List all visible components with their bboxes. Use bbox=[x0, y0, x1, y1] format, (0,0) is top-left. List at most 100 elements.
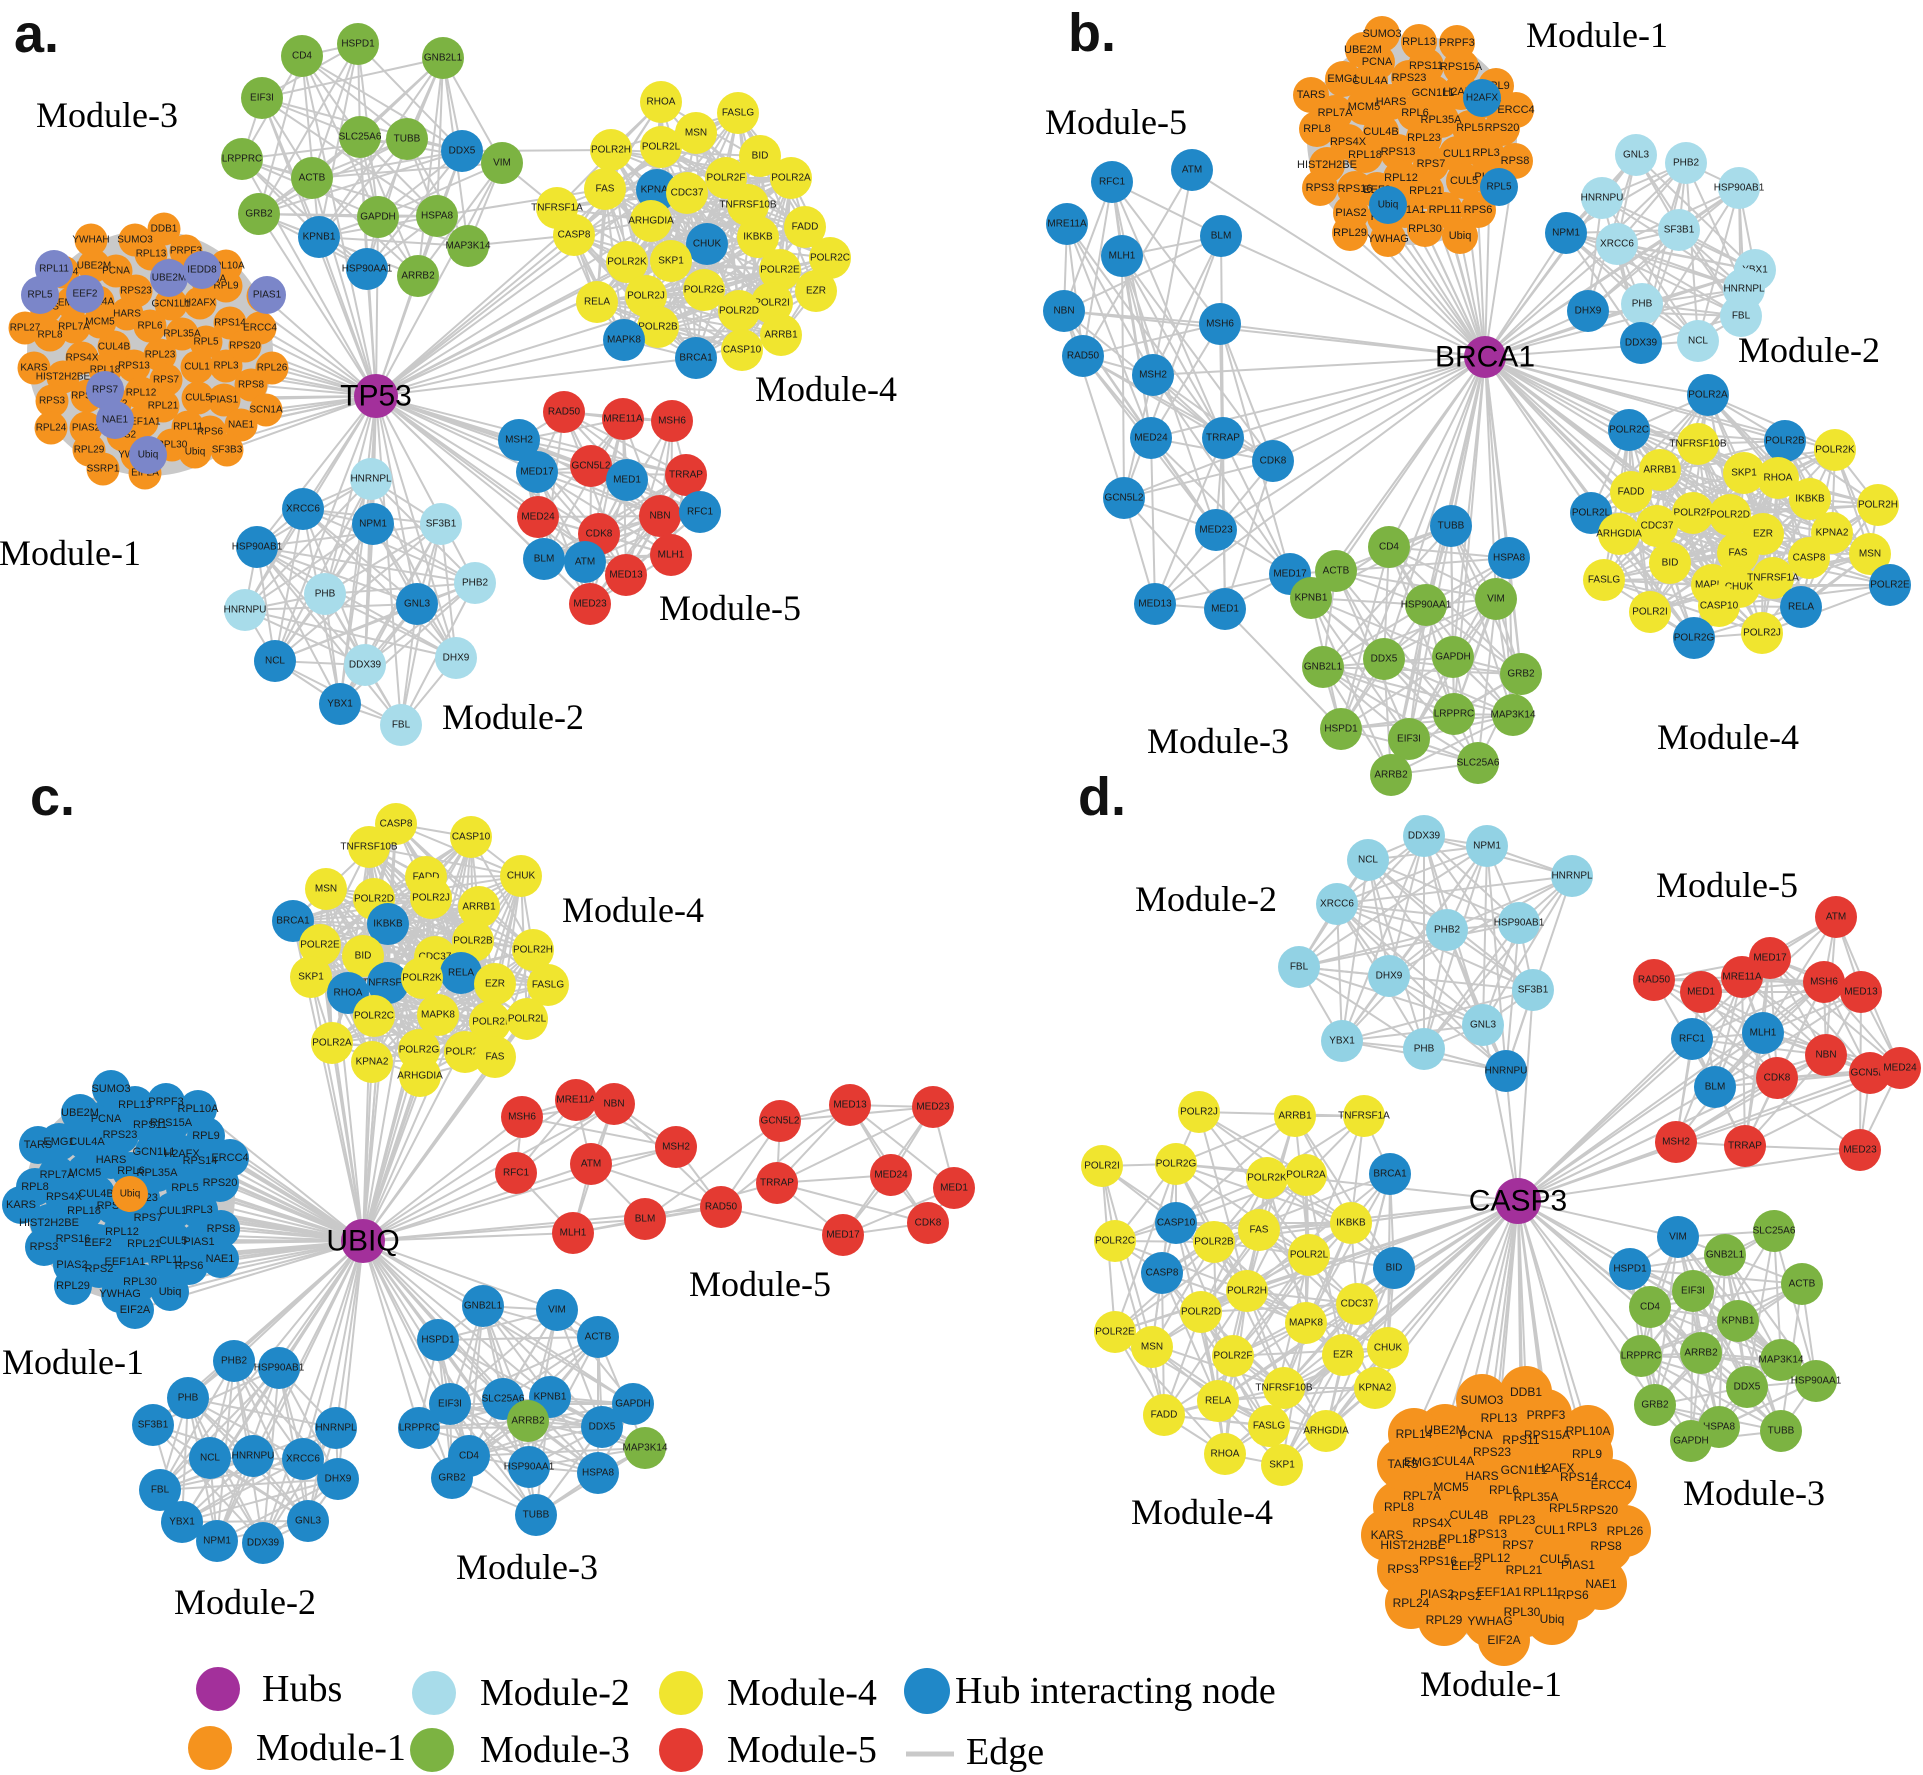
svg-text:ATM: ATM bbox=[1182, 165, 1202, 176]
svg-text:RPL23: RPL23 bbox=[1499, 1513, 1536, 1527]
svg-text:YWHAG: YWHAG bbox=[99, 1288, 141, 1300]
svg-text:TP53: TP53 bbox=[340, 380, 412, 413]
svg-text:POLR2L: POLR2L bbox=[508, 1014, 547, 1025]
svg-text:HNRNPL: HNRNPL bbox=[350, 474, 392, 485]
svg-text:RPS16: RPS16 bbox=[56, 1233, 91, 1245]
svg-text:Module-4: Module-4 bbox=[1657, 717, 1799, 757]
svg-text:BID: BID bbox=[355, 951, 372, 962]
svg-text:POLR2B: POLR2B bbox=[1194, 1237, 1234, 1248]
svg-text:TNFRSF1A: TNFRSF1A bbox=[1747, 573, 1799, 584]
svg-text:RPS11: RPS11 bbox=[1409, 60, 1443, 72]
svg-text:HSP90AA1: HSP90AA1 bbox=[342, 264, 393, 275]
svg-text:NBN: NBN bbox=[603, 1099, 624, 1110]
svg-text:MLH1: MLH1 bbox=[560, 1228, 587, 1239]
svg-text:ARRB1: ARRB1 bbox=[1278, 1111, 1312, 1122]
svg-text:MCM5: MCM5 bbox=[1433, 1480, 1469, 1494]
svg-text:POLR2L: POLR2L bbox=[642, 142, 681, 153]
svg-text:GNB2L1: GNB2L1 bbox=[424, 53, 463, 64]
svg-text:KPNB1: KPNB1 bbox=[1295, 593, 1328, 604]
svg-text:HSPD1: HSPD1 bbox=[341, 39, 375, 50]
svg-text:Module-3: Module-3 bbox=[480, 1729, 630, 1771]
svg-text:HNRNPL: HNRNPL bbox=[1551, 871, 1593, 882]
svg-text:Module-2: Module-2 bbox=[442, 697, 584, 737]
svg-text:HSP90AB1: HSP90AB1 bbox=[232, 542, 283, 553]
svg-text:CASP8: CASP8 bbox=[380, 819, 413, 830]
svg-text:ERCC4: ERCC4 bbox=[243, 323, 277, 334]
svg-text:IKBKB: IKBKB bbox=[1795, 494, 1825, 505]
svg-text:Module-5: Module-5 bbox=[659, 588, 801, 628]
svg-text:MSH6: MSH6 bbox=[508, 1112, 536, 1123]
svg-text:RPL21: RPL21 bbox=[148, 401, 179, 412]
svg-text:RPL18: RPL18 bbox=[1348, 149, 1382, 161]
svg-text:SSRP1: SSRP1 bbox=[87, 464, 120, 475]
svg-text:NCL: NCL bbox=[265, 656, 285, 667]
svg-text:RPL30: RPL30 bbox=[1408, 223, 1442, 235]
svg-text:RPS2: RPS2 bbox=[85, 1263, 114, 1275]
svg-text:NBN: NBN bbox=[1053, 306, 1074, 317]
svg-text:DDB1: DDB1 bbox=[1510, 1385, 1542, 1399]
svg-text:BRCA1: BRCA1 bbox=[276, 916, 310, 927]
svg-text:CDK8: CDK8 bbox=[1764, 1073, 1791, 1084]
svg-text:RPL30: RPL30 bbox=[1504, 1605, 1541, 1619]
svg-text:DHX9: DHX9 bbox=[1376, 971, 1403, 982]
svg-text:RPL6: RPL6 bbox=[1489, 1483, 1519, 1497]
svg-text:POLR2F: POLR2F bbox=[1214, 1351, 1253, 1362]
svg-text:RAD50: RAD50 bbox=[1638, 975, 1671, 986]
svg-text:CUL4B: CUL4B bbox=[1363, 126, 1398, 138]
svg-text:ARHGDIA: ARHGDIA bbox=[628, 216, 674, 227]
svg-text:SF3B1: SF3B1 bbox=[426, 519, 457, 530]
svg-text:NPM1: NPM1 bbox=[1473, 841, 1501, 852]
svg-text:GAPDH: GAPDH bbox=[1673, 1436, 1709, 1447]
svg-text:GCN1L1: GCN1L1 bbox=[133, 1146, 176, 1158]
svg-text:RPL10A: RPL10A bbox=[178, 1103, 220, 1115]
svg-text:Ubiq: Ubiq bbox=[120, 1189, 141, 1200]
svg-text:BLM: BLM bbox=[635, 1214, 656, 1225]
svg-text:HIST2H2BE: HIST2H2BE bbox=[1380, 1538, 1445, 1552]
svg-text:POLR2D: POLR2D bbox=[1710, 510, 1750, 521]
svg-text:BID: BID bbox=[1662, 558, 1679, 569]
svg-text:SUMO3: SUMO3 bbox=[1461, 1393, 1504, 1407]
svg-text:RPS3: RPS3 bbox=[30, 1241, 59, 1253]
svg-text:RPL6: RPL6 bbox=[137, 321, 162, 332]
svg-text:MSN: MSN bbox=[1141, 1342, 1163, 1353]
svg-text:NPM1: NPM1 bbox=[203, 1536, 231, 1547]
svg-text:GNL3: GNL3 bbox=[1623, 150, 1650, 161]
svg-text:MSN: MSN bbox=[1859, 549, 1881, 560]
svg-text:MED17: MED17 bbox=[520, 467, 554, 478]
svg-text:BLM: BLM bbox=[1211, 231, 1232, 242]
svg-text:RPL23: RPL23 bbox=[1407, 132, 1441, 144]
svg-text:RPL5: RPL5 bbox=[1456, 122, 1484, 134]
svg-text:RPS3: RPS3 bbox=[1306, 182, 1335, 194]
svg-text:XRCC6: XRCC6 bbox=[1320, 899, 1354, 910]
svg-text:RPL35A: RPL35A bbox=[1514, 1490, 1559, 1504]
svg-text:Module-5: Module-5 bbox=[1045, 102, 1187, 142]
svg-text:VIM: VIM bbox=[1669, 1232, 1687, 1243]
svg-text:HNRNPU: HNRNPU bbox=[224, 605, 267, 616]
svg-text:RPL12: RPL12 bbox=[105, 1226, 139, 1238]
svg-text:Module-1: Module-1 bbox=[2, 1342, 144, 1382]
svg-text:KPNA2: KPNA2 bbox=[1359, 1383, 1392, 1394]
svg-text:Module-3: Module-3 bbox=[36, 95, 178, 135]
svg-text:FASLG: FASLG bbox=[1588, 575, 1620, 586]
svg-text:RPL13: RPL13 bbox=[136, 249, 167, 260]
svg-text:POLR2B: POLR2B bbox=[453, 936, 493, 947]
svg-text:Hubs: Hubs bbox=[262, 1668, 342, 1710]
svg-text:Module-4: Module-4 bbox=[1131, 1492, 1273, 1532]
svg-text:CUL4A: CUL4A bbox=[1352, 75, 1388, 87]
svg-text:VIM: VIM bbox=[493, 158, 511, 169]
svg-text:RPL9: RPL9 bbox=[1572, 1447, 1602, 1461]
svg-text:RPS6: RPS6 bbox=[197, 427, 224, 438]
svg-text:MED13: MED13 bbox=[833, 1100, 867, 1111]
svg-text:CUL4A: CUL4A bbox=[69, 1136, 105, 1148]
svg-text:RPL29: RPL29 bbox=[56, 1280, 90, 1292]
svg-text:PRPF3: PRPF3 bbox=[1439, 37, 1474, 49]
svg-text:POLR2G: POLR2G bbox=[684, 285, 725, 296]
svg-text:RPL3: RPL3 bbox=[1567, 1520, 1597, 1534]
svg-text:CASP3: CASP3 bbox=[1469, 1185, 1567, 1218]
svg-text:RPS4X: RPS4X bbox=[1412, 1516, 1451, 1530]
svg-text:CHUK: CHUK bbox=[507, 871, 536, 882]
svg-text:MAPK8: MAPK8 bbox=[1289, 1318, 1323, 1329]
svg-text:RPS7: RPS7 bbox=[134, 1212, 163, 1224]
svg-text:BRCA1: BRCA1 bbox=[679, 353, 713, 364]
svg-text:NAE1: NAE1 bbox=[102, 415, 129, 426]
